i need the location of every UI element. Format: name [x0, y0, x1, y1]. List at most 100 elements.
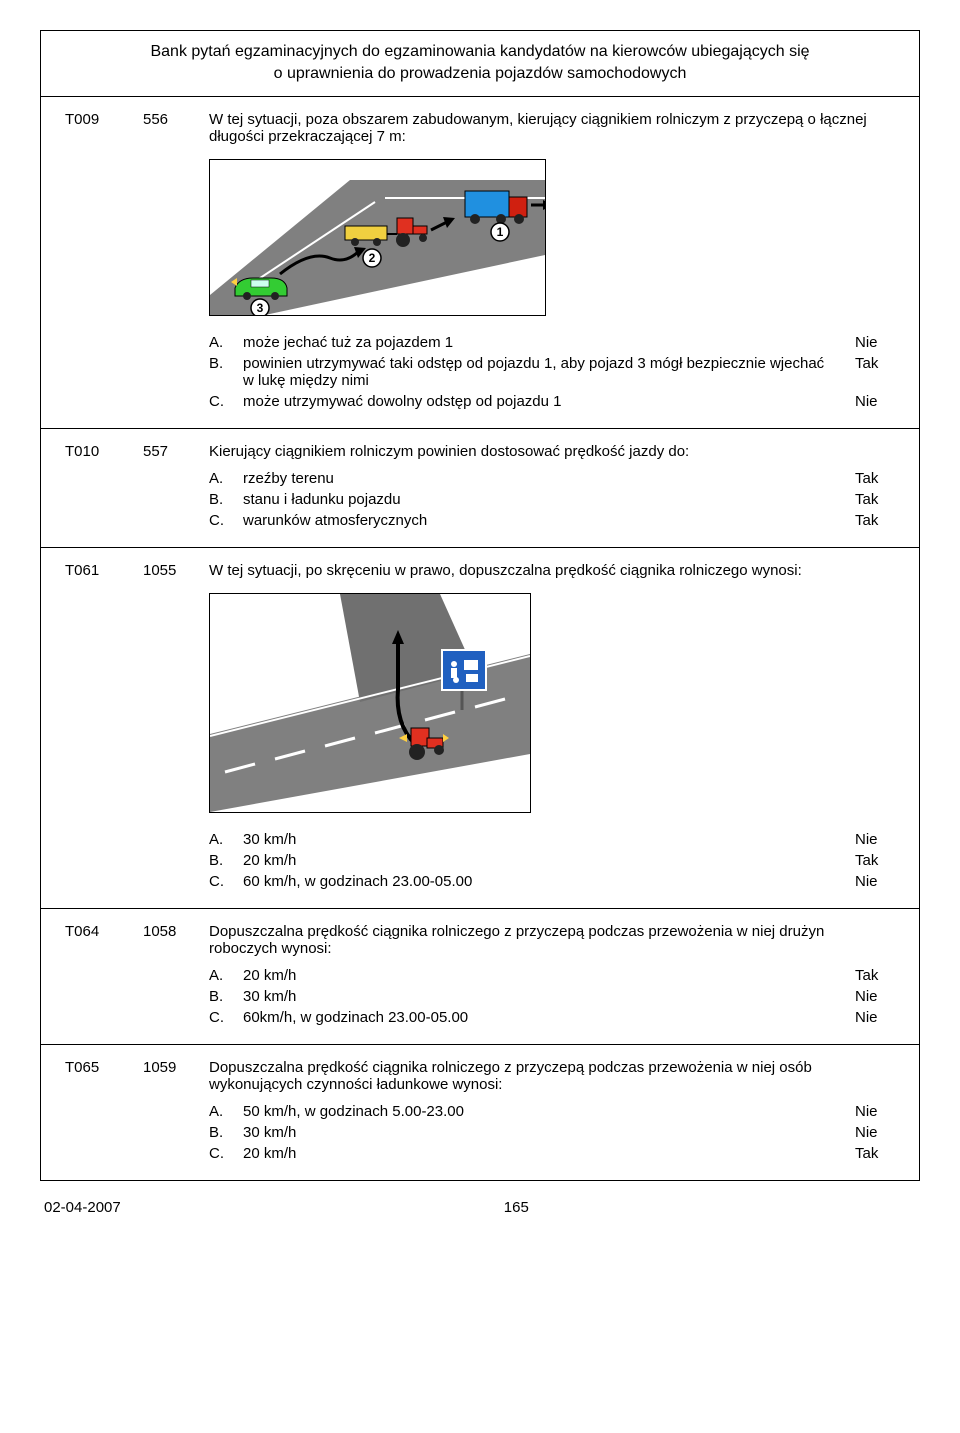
answer-letter: B.	[209, 988, 233, 1005]
question-number: 1055	[143, 562, 191, 579]
question-number: 556	[143, 111, 191, 128]
answers-list: A. może jechać tuż za pojazdem 1 Nie B. …	[209, 334, 895, 410]
question-code: T009	[65, 111, 125, 128]
answer-text: stanu i ładunku pojazdu	[243, 491, 845, 508]
intersection-diagram-icon	[210, 594, 530, 812]
figure-wrap	[209, 593, 895, 817]
title-line-2: o uprawnienia do prowadzenia pojazdów sa…	[61, 63, 899, 85]
question-block: T064 1058 Dopuszczalna prędkość ciągnika…	[41, 909, 919, 1045]
answer-value: Nie	[855, 1009, 895, 1026]
footer-date: 02-04-2007	[44, 1199, 121, 1216]
answer-text: 20 km/h	[243, 967, 845, 984]
question-block: T010 557 Kierujący ciągnikiem rolniczym …	[41, 429, 919, 548]
answer-letter: B.	[209, 852, 233, 869]
marker-3-label: 3	[257, 301, 264, 315]
answer-text: powinien utrzymywać taki odstęp od pojaz…	[243, 355, 845, 389]
figure-wrap: 1 2 3	[209, 159, 895, 320]
answers-list: A. 20 km/h Tak B. 30 km/h Nie C. 60km/h,…	[209, 967, 895, 1026]
marker-1-label: 1	[497, 225, 504, 239]
answer-row: B. 30 km/h Nie	[209, 1124, 895, 1141]
answer-value: Tak	[855, 1145, 895, 1162]
question-block: T009 556 W tej sytuacji, poza obszarem z…	[41, 97, 919, 429]
answer-row: C. może utrzymywać dowolny odstęp od poj…	[209, 393, 895, 410]
question-number: 1058	[143, 923, 191, 940]
question-text: W tej sytuacji, po skręceniu w prawo, do…	[209, 562, 895, 579]
answer-value: Tak	[855, 512, 895, 529]
answers-list: A. rzeźby terenu Tak B. stanu i ładunku …	[209, 470, 895, 529]
page-footer: 02-04-2007 165 .	[40, 1181, 920, 1216]
answer-letter: B.	[209, 491, 233, 508]
answer-row: A. 30 km/h Nie	[209, 831, 895, 848]
answer-text: może utrzymywać dowolny odstęp od pojazd…	[243, 393, 845, 410]
answer-text: może jechać tuż za pojazdem 1	[243, 334, 845, 351]
answer-text: 20 km/h	[243, 852, 845, 869]
question-text: Dopuszczalna prędkość ciągnika rolniczeg…	[209, 1059, 895, 1093]
figure-2	[209, 593, 531, 813]
answer-text: rzeźby terenu	[243, 470, 845, 487]
answer-value: Nie	[855, 988, 895, 1005]
question-text: Dopuszczalna prędkość ciągnika rolniczeg…	[209, 923, 895, 957]
answer-letter: B.	[209, 1124, 233, 1141]
answer-value: Tak	[855, 355, 895, 372]
answer-letter: A.	[209, 1103, 233, 1120]
question-header: T061 1055 W tej sytuacji, po skręceniu w…	[65, 562, 895, 579]
answer-row: C. 60 km/h, w godzinach 23.00-05.00 Nie	[209, 873, 895, 890]
answer-row: A. może jechać tuż za pojazdem 1 Nie	[209, 334, 895, 351]
answer-letter: A.	[209, 334, 233, 351]
answer-value: Tak	[855, 491, 895, 508]
answer-letter: C.	[209, 873, 233, 890]
answer-text: 30 km/h	[243, 831, 845, 848]
answer-text: warunków atmosferycznych	[243, 512, 845, 529]
marker-2-label: 2	[369, 251, 376, 265]
page: Bank pytań egzaminacyjnych do egzaminowa…	[0, 0, 960, 1246]
answer-letter: C.	[209, 512, 233, 529]
answer-row: B. stanu i ładunku pojazdu Tak	[209, 491, 895, 508]
question-header: T065 1059 Dopuszczalna prędkość ciągnika…	[65, 1059, 895, 1093]
answers-list: A. 30 km/h Nie B. 20 km/h Tak C. 60 km/h…	[209, 831, 895, 890]
question-header: T064 1058 Dopuszczalna prędkość ciągnika…	[65, 923, 895, 957]
title-line-1: Bank pytań egzaminacyjnych do egzaminowa…	[61, 41, 899, 63]
answer-row: C. 60km/h, w godzinach 23.00-05.00 Nie	[209, 1009, 895, 1026]
question-number: 1059	[143, 1059, 191, 1076]
answer-letter: B.	[209, 355, 233, 372]
answer-value: Nie	[855, 393, 895, 410]
answer-row: B. powinien utrzymywać taki odstęp od po…	[209, 355, 895, 389]
question-text: W tej sytuacji, poza obszarem zabudowany…	[209, 111, 895, 145]
answer-row: C. warunków atmosferycznych Tak	[209, 512, 895, 529]
answer-text: 60km/h, w godzinach 23.00-05.00	[243, 1009, 845, 1026]
answer-value: Tak	[855, 852, 895, 869]
answer-text: 50 km/h, w godzinach 5.00-23.00	[243, 1103, 845, 1120]
answer-value: Nie	[855, 334, 895, 351]
footer-page: 165	[504, 1199, 529, 1216]
answer-row: C. 20 km/h Tak	[209, 1145, 895, 1162]
question-block: T065 1059 Dopuszczalna prędkość ciągnika…	[41, 1045, 919, 1180]
question-code: T061	[65, 562, 125, 579]
answer-text: 30 km/h	[243, 1124, 845, 1141]
answer-letter: C.	[209, 1009, 233, 1026]
answer-letter: A.	[209, 831, 233, 848]
content-frame: Bank pytań egzaminacyjnych do egzaminowa…	[40, 30, 920, 1181]
answer-letter: A.	[209, 967, 233, 984]
answer-value: Nie	[855, 1103, 895, 1120]
answer-text: 20 km/h	[243, 1145, 845, 1162]
question-header: T009 556 W tej sytuacji, poza obszarem z…	[65, 111, 895, 145]
answer-text: 30 km/h	[243, 988, 845, 1005]
question-text: Kierujący ciągnikiem rolniczym powinien …	[209, 443, 895, 460]
answer-value: Nie	[855, 873, 895, 890]
figure-1: 1 2 3	[209, 159, 546, 316]
answer-text: 60 km/h, w godzinach 23.00-05.00	[243, 873, 845, 890]
answer-row: B. 20 km/h Tak	[209, 852, 895, 869]
answer-value: Tak	[855, 967, 895, 984]
question-code: T064	[65, 923, 125, 940]
answer-value: Nie	[855, 1124, 895, 1141]
question-number: 557	[143, 443, 191, 460]
answer-row: B. 30 km/h Nie	[209, 988, 895, 1005]
answers-list: A. 50 km/h, w godzinach 5.00-23.00 Nie B…	[209, 1103, 895, 1162]
answer-letter: C.	[209, 393, 233, 410]
title-box: Bank pytań egzaminacyjnych do egzaminowa…	[41, 31, 919, 97]
answer-value: Tak	[855, 470, 895, 487]
answer-row: A. rzeźby terenu Tak	[209, 470, 895, 487]
answer-row: A. 20 km/h Tak	[209, 967, 895, 984]
question-block: T061 1055 W tej sytuacji, po skręceniu w…	[41, 548, 919, 909]
answer-letter: C.	[209, 1145, 233, 1162]
